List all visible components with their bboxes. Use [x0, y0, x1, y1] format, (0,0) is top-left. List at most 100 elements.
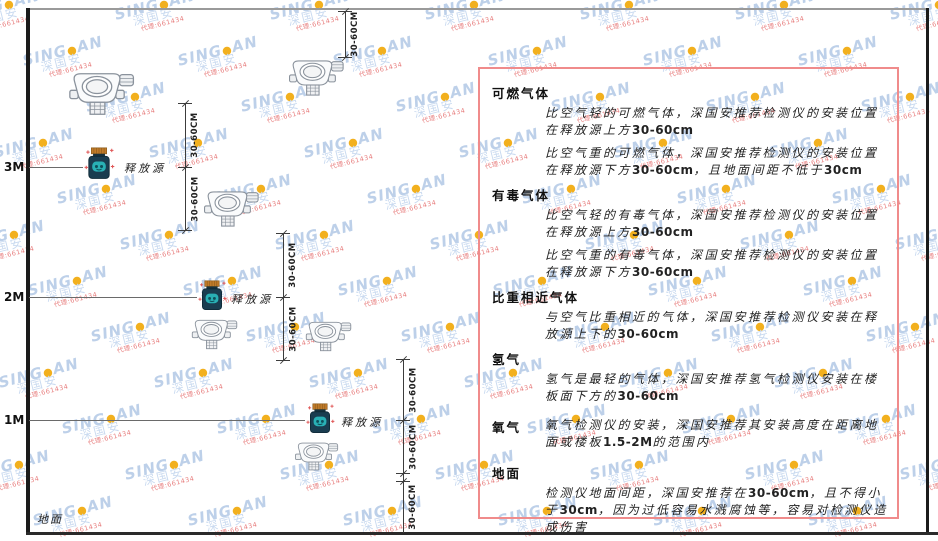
release-source-label: 释放源 — [231, 293, 273, 306]
watermark-subtext: 深国安 — [354, 280, 399, 305]
watermark-brand: SING●AN — [364, 170, 449, 208]
watermark-subtext: 深国安 — [131, 4, 176, 29]
height-label: 2M — [4, 290, 25, 304]
watermark-dot-icon: ● — [230, 502, 245, 518]
release-source-icon — [82, 147, 116, 181]
gas-detector-icon — [305, 319, 354, 354]
panel-section: 地面 检测仪地面间距，深国安推荐在30-60cm，且不得小于30cm，因为过低容易… — [492, 463, 885, 536]
watermark-dot-icon: ● — [346, 134, 361, 150]
watermark-subtext: 深国安 — [911, 234, 938, 259]
watermark-dot-icon: ● — [385, 502, 400, 518]
watermark-brand: SING●AN — [0, 216, 47, 254]
watermark-dot-icon: ● — [259, 410, 274, 426]
watermark-subtext: 深国安 — [0, 464, 31, 489]
watermark-subtext: 深国安 — [0, 234, 26, 259]
release-source-icon — [304, 403, 336, 435]
watermark-subtext: 深国安 — [325, 372, 370, 397]
watermark-subtext: 深国安 — [0, 4, 21, 29]
leader-line — [29, 167, 83, 168]
watermark-code: 代理:661434 — [295, 14, 341, 33]
ceiling-line — [28, 8, 929, 10]
watermark-code: 代理:661434 — [920, 244, 938, 263]
dimension-line — [345, 11, 346, 57]
watermark-subtext: 深国安 — [441, 4, 486, 29]
watermark-brand: SING●AN — [146, 124, 231, 162]
watermark-brand: SING●AN — [0, 446, 52, 484]
watermark-subtext: 深国安 — [165, 142, 210, 167]
watermark-subtext: 深国安 — [320, 142, 365, 167]
watermark-dot-icon: ● — [133, 318, 148, 334]
watermark-dot-icon: ● — [99, 180, 114, 196]
panel-section: 可燃气体 比空气轻的可燃气体，深国安推荐检测仪的安装位置在释放源上方30-60cm… — [492, 83, 885, 179]
panel-section-heading: 可燃气体 — [492, 86, 551, 101]
release-source-label: 释放源 — [124, 162, 166, 175]
left-wall-line — [26, 8, 30, 535]
release-source-label: 释放源 — [341, 416, 383, 429]
watermark-dot-icon: ● — [162, 226, 177, 242]
watermark-subtext: 深国安 — [141, 464, 186, 489]
watermark-brand: SING●AN — [897, 455, 938, 484]
panel-paragraph: 氢气是最轻的气体，深国安推荐氢气检测仪安装在楼板面下方的30-60cm — [545, 372, 879, 403]
watermark-dot-icon: ● — [75, 502, 90, 518]
watermark-brand: SING●AN — [0, 354, 81, 392]
watermark-dot-icon: ● — [312, 0, 327, 12]
watermark-brand: SING●AN — [59, 400, 144, 438]
panel-paragraph: 比空气轻的有毒气体，深国安推荐检测仪的安装位置在释放源上方30-60cm — [545, 208, 879, 239]
watermark-brand: SING●AN — [185, 492, 270, 530]
watermark-code: 代理:661434 — [0, 244, 36, 263]
watermark-dot-icon: ● — [908, 318, 923, 334]
dimension-line — [403, 359, 404, 533]
watermark-dot-icon: ● — [409, 180, 424, 196]
leader-line — [29, 420, 305, 421]
panel-section-heading: 地面 — [492, 466, 522, 481]
watermark-code: 代理:661434 — [363, 290, 409, 309]
watermark-subtext: 深国安 — [170, 372, 215, 397]
watermark-code: 代理:661434 — [0, 474, 41, 493]
watermark-code: 代理:661434 — [140, 14, 186, 33]
panel-paragraph: 氧气检测仪的安装，深国安推荐其安装高度在距离地面或楼板1.5-2M的范围内 — [545, 418, 879, 449]
watermark-code: 代理:661434 — [53, 290, 99, 309]
watermark-brand: SING●AN — [175, 32, 260, 70]
dimension-label: 30-60CM — [190, 175, 200, 222]
dimension-label: 30-60CM — [408, 484, 418, 530]
watermark-brand: SING●AN — [485, 32, 570, 70]
watermark-brand: SING●AN — [301, 124, 386, 162]
panel-paragraph: 比空气重的可燃气体，深国安推荐检测仪的安装位置在释放源下方30-60cm，且地面… — [545, 146, 879, 177]
watermark-subtext: 深国安 — [349, 50, 394, 75]
panel-section: 氧气 氧气检测仪的安装，深国安推荐其安装高度在距离地面或楼板1.5-2M的范围内 — [492, 411, 885, 457]
ground-label: 地面 — [37, 513, 63, 526]
panel-section-heading: 氢气 — [492, 352, 522, 367]
gas-detector-icon — [191, 317, 240, 352]
watermark-brand: SING●AN — [335, 262, 420, 300]
watermark-code: 代理:661434 — [605, 14, 651, 33]
watermark-subtext: 深国安 — [751, 4, 796, 29]
watermark-brand: SING●AN — [268, 0, 398, 24]
watermark-dot-icon: ● — [777, 0, 792, 12]
watermark-brand: SING●AN — [795, 32, 880, 70]
watermark-brand: SING●AN — [113, 0, 243, 24]
dimension-label: 30-60CM — [190, 112, 200, 158]
watermark-brand: SING●AN — [25, 262, 110, 300]
watermark-brand: SING●AN — [733, 0, 863, 24]
panel-paragraph: 与空气比重相近的气体，深国安推荐检测仪安装在释放源上下的30-60cm — [545, 310, 879, 341]
watermark-brand: SING●AN — [640, 32, 725, 70]
panel-section-heading: 氧气 — [492, 420, 522, 435]
watermark-brand: SING●AN — [578, 0, 708, 24]
watermark-dot-icon: ● — [36, 134, 51, 150]
watermark-subtext: 深国安 — [15, 372, 60, 397]
watermark-subtext: 深国安 — [78, 418, 123, 443]
watermark-subtext: 深国安 — [906, 4, 938, 29]
watermark-dot-icon: ● — [685, 42, 700, 58]
watermark-code: 代理:661434 — [300, 244, 346, 263]
